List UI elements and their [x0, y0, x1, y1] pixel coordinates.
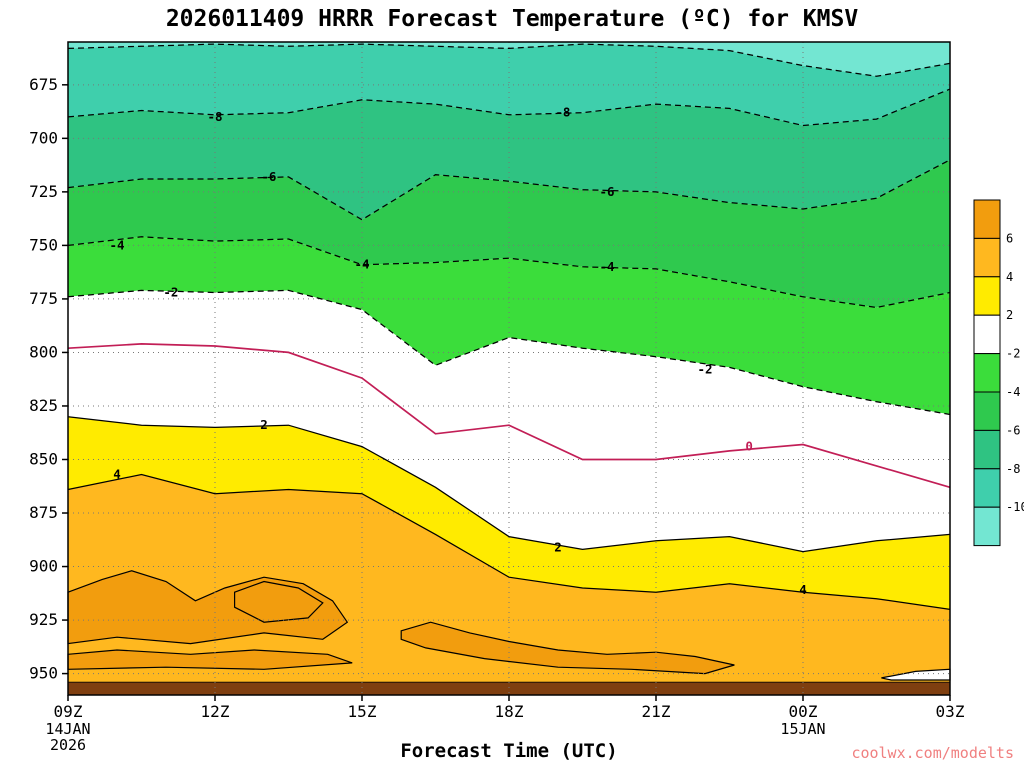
x-axis-title: Forecast Time (UTC) — [400, 740, 618, 762]
temp-band — [68, 159, 950, 308]
colorbar-cell — [973, 506, 1001, 547]
colorbar-cell — [973, 468, 1001, 508]
watermark-link[interactable]: coolwx.com/modelts — [851, 744, 1014, 762]
contour-label: -8 — [207, 109, 222, 124]
contour-label: 2 — [554, 539, 562, 554]
contour-label: -6 — [599, 184, 614, 199]
colorbar-cell — [973, 237, 1001, 278]
x-tick-label: 00Z — [789, 702, 818, 721]
warm-strip-center — [400, 621, 735, 675]
x-tick-label: 18Z — [495, 702, 524, 721]
y-tick-label: 800 — [29, 342, 58, 361]
isotherm--8 — [67, 88, 951, 127]
temp-band — [68, 290, 950, 552]
y-tick-label: 875 — [29, 503, 58, 522]
colorbar: 6 4 2 -2 -4 -6 -8 -10 — [973, 199, 1024, 547]
temp-band — [68, 416, 950, 610]
y-tick-label: 950 — [29, 664, 58, 683]
chart-title: 2026011409 HRRR Forecast Temperature (ºC… — [165, 6, 859, 32]
colorbar-label: -6 — [1006, 423, 1020, 437]
gridlines — [67, 42, 951, 695]
date-label: 14JAN — [45, 720, 90, 738]
warm-strip-left — [67, 649, 353, 670]
isotherm--4 — [67, 236, 951, 309]
x-tick-label: 21Z — [642, 702, 671, 721]
colorbar-cell — [973, 391, 1001, 431]
colorbar-label: -2 — [1006, 347, 1020, 361]
colorbar-cell — [973, 199, 1001, 239]
isotherm--10 — [67, 43, 951, 77]
temp-band — [68, 236, 950, 415]
x-tick-label: 09Z — [54, 702, 83, 721]
contour-label: -6 — [261, 169, 276, 184]
contour-label: -2 — [697, 362, 712, 377]
isotherm-2 — [67, 416, 951, 553]
y-tick-label: 900 — [29, 557, 58, 576]
contour-labels: -8 -8 -6 -6 -4 -4 -4 -2 -2 0 2 2 4 4 — [109, 105, 806, 597]
x-tick-label: 03Z — [936, 702, 965, 721]
date-label: 15JAN — [780, 720, 825, 738]
colorbar-label: 6 — [1006, 231, 1013, 245]
y-tick-label: 925 — [29, 610, 58, 629]
date-label: 2026 — [50, 736, 86, 754]
temp-band — [68, 474, 950, 695]
x-tick-label: 12Z — [201, 702, 230, 721]
y-tick-label: 775 — [29, 289, 58, 308]
warm-pocket-left — [67, 570, 349, 645]
contour-label: -8 — [555, 105, 570, 120]
x-tick-label: 15Z — [348, 702, 377, 721]
contour-label: -4 — [599, 259, 614, 274]
colorbar-label: 2 — [1006, 308, 1013, 322]
contour-label: 4 — [113, 466, 121, 481]
y-tick-label: 725 — [29, 182, 58, 201]
contour-label: 2 — [260, 417, 268, 432]
y-tick-label: 825 — [29, 396, 58, 415]
bands-layer — [68, 42, 950, 695]
y-tick-label: 675 — [29, 75, 58, 94]
colorbar-cell — [973, 276, 1001, 316]
isotherm-0 — [67, 343, 951, 489]
colorbar-label: 4 — [1006, 270, 1013, 284]
contour-label: -2 — [163, 284, 178, 299]
surface-band — [67, 681, 951, 696]
y-tick-label: 700 — [29, 128, 58, 147]
isotherm--6 — [67, 159, 951, 221]
colorbar-cell — [973, 353, 1001, 393]
colorbar-label: -10 — [1006, 500, 1024, 514]
y-tick-label: 750 — [29, 235, 58, 254]
contour-label: -4 — [354, 257, 369, 272]
colorbar-label: -4 — [1006, 385, 1020, 399]
warm-pocket-left-inner — [234, 580, 324, 623]
colorbar-cell — [973, 429, 1001, 470]
isotherm-4 — [67, 473, 951, 611]
y-tick-label: 850 — [29, 449, 58, 468]
contour-label: 4 — [799, 582, 807, 597]
temp-band — [68, 89, 950, 220]
contour-label: 0 — [745, 439, 753, 454]
contour-label: -4 — [109, 237, 124, 252]
colorbar-label: -8 — [1006, 462, 1020, 476]
isotherm-lines — [67, 43, 951, 611]
colorbar-cell — [973, 314, 1001, 355]
blobs-layer — [67, 570, 951, 681]
